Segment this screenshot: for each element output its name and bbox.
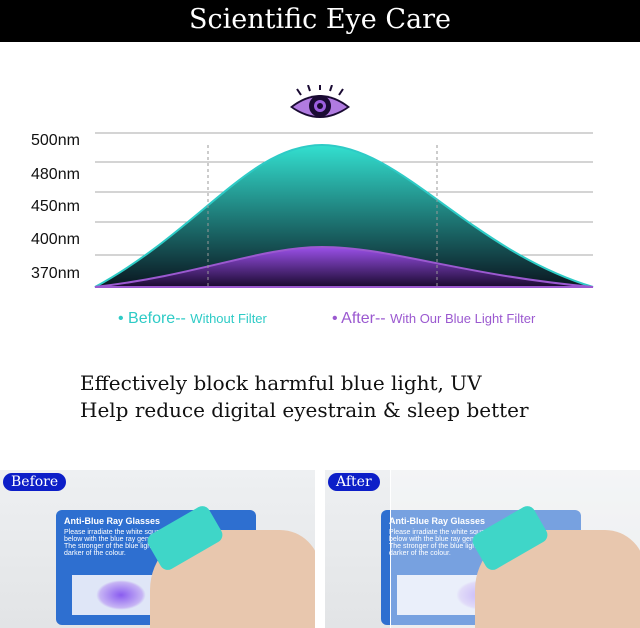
after-badge: After bbox=[328, 473, 380, 491]
tagline-line: Help reduce digital eyestrain & sleep be… bbox=[80, 398, 529, 422]
after-curve bbox=[94, 245, 594, 288]
before-curve bbox=[94, 143, 594, 288]
legend-before: • Before-- Without Filter bbox=[118, 310, 267, 327]
eye-icon bbox=[290, 85, 350, 118]
y-label: 500nm bbox=[31, 132, 80, 149]
y-label: 370nm bbox=[31, 265, 80, 282]
legend-after: • After-- With Our Blue Light Filter bbox=[332, 310, 536, 327]
spectrum-chart bbox=[94, 132, 594, 288]
before-photo: Anti-Blue Ray Glasses Please irradiate th… bbox=[0, 470, 315, 628]
y-label: 480nm bbox=[31, 166, 80, 183]
banner-title: Scientific Eye Care bbox=[189, 4, 451, 35]
before-badge: Before bbox=[3, 473, 67, 491]
y-label: 450nm bbox=[31, 198, 80, 215]
after-photo: Anti-Blue Ray Glasses Please irradiate th… bbox=[325, 470, 640, 628]
tagline-line: Effectively block harmful blue light, UV bbox=[80, 371, 482, 395]
y-label: 400nm bbox=[31, 231, 80, 248]
title-banner: Scientific Eye Care bbox=[0, 0, 640, 42]
